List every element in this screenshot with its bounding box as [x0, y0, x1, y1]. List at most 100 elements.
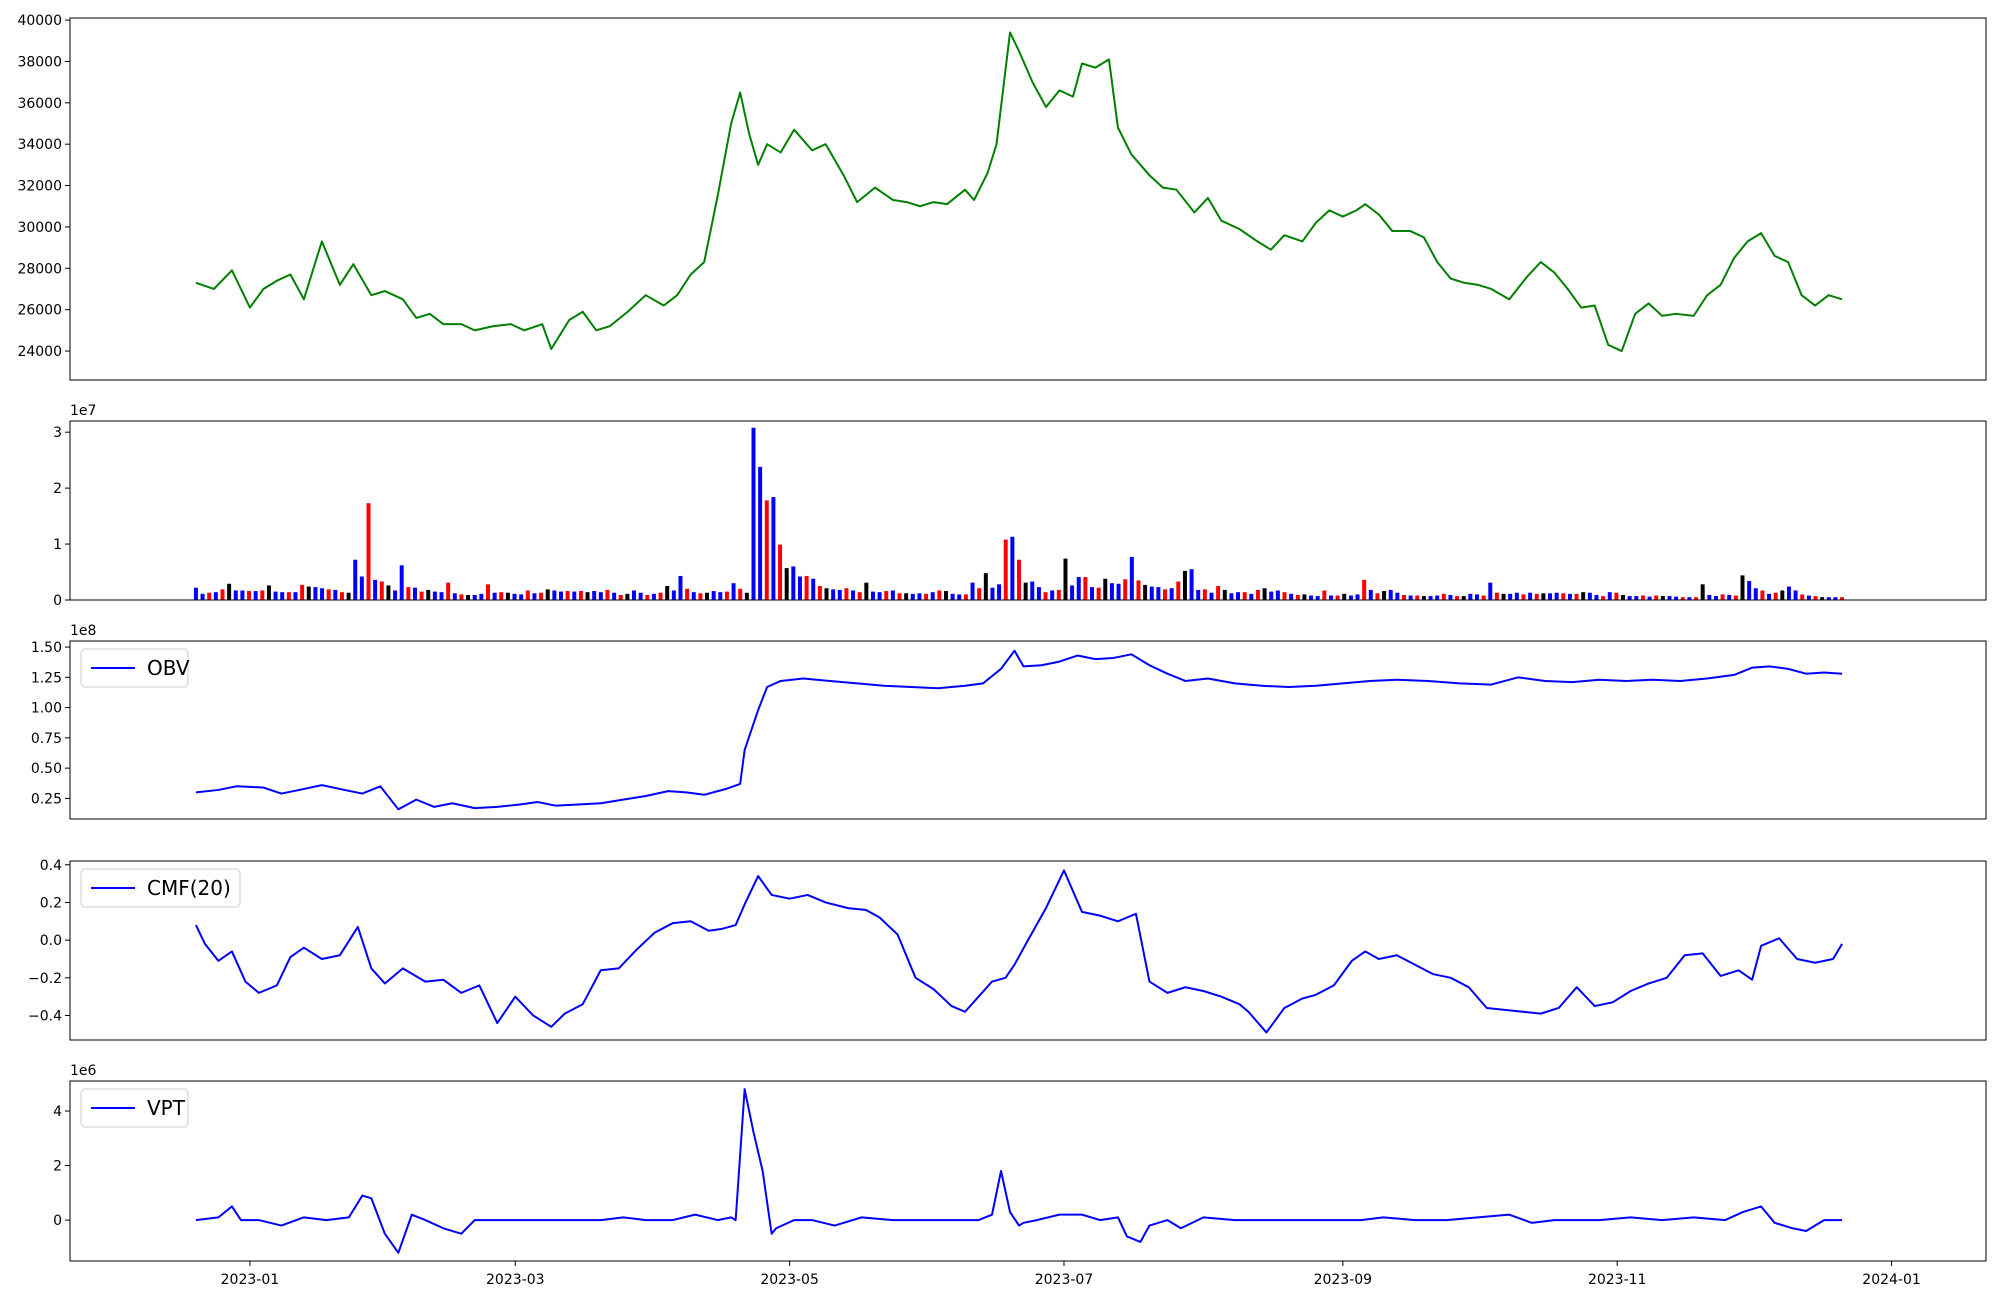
- volume-bar: [1136, 580, 1141, 600]
- volume-bar: [917, 593, 922, 600]
- volume-bar: [386, 585, 391, 600]
- volume-bar: [651, 593, 656, 600]
- volume-bar: [1475, 594, 1479, 600]
- volume-bar: [851, 590, 856, 600]
- volume-bar: [890, 590, 895, 600]
- x-tick-label: 2023-05: [760, 1272, 819, 1288]
- volume-bar: [446, 582, 451, 600]
- volume-bar: [1255, 589, 1260, 600]
- volume-bar: [1680, 597, 1685, 600]
- volume-bar: [1707, 594, 1712, 600]
- volume-bar: [353, 559, 358, 600]
- volume-bar: [247, 591, 252, 600]
- y-tick-label: 24000: [17, 344, 62, 360]
- volume-bar: [1647, 596, 1652, 600]
- volume-bar: [963, 594, 968, 600]
- volume-bar: [432, 591, 437, 600]
- volume-bar: [479, 593, 484, 600]
- volume-bar: [293, 592, 298, 600]
- volume-bar: [738, 588, 743, 600]
- volume-bar: [1368, 589, 1373, 600]
- volume-bar: [877, 592, 882, 600]
- volume-bar: [1056, 589, 1061, 600]
- volume-bar: [1627, 596, 1632, 600]
- volume-bar: [227, 583, 232, 600]
- volume-bar: [1123, 579, 1128, 600]
- panel-2: 0 1 2 3 1e7: [53, 403, 1987, 609]
- volume-bar: [1720, 594, 1725, 600]
- volume-bar: [1435, 595, 1440, 600]
- y-tick-label: 1.00: [31, 701, 62, 717]
- y-tick-label: 32000: [17, 179, 62, 195]
- volume-bar: [1375, 593, 1380, 600]
- volume-bar: [1103, 578, 1108, 600]
- volume-bar: [379, 581, 384, 600]
- volume-bar: [1182, 570, 1187, 600]
- volume-bar: [1793, 590, 1798, 600]
- volume-bar: [1727, 594, 1732, 600]
- volume-bar: [1315, 596, 1320, 600]
- volume-bar: [366, 503, 371, 600]
- volume-bar: [1541, 593, 1546, 600]
- volume-bar: [671, 590, 676, 600]
- volume-bar: [313, 587, 318, 600]
- volume-bar: [539, 592, 544, 600]
- volume-bar: [1003, 539, 1008, 600]
- volume-bar: [333, 589, 338, 600]
- volume-bar: [220, 589, 225, 600]
- volume-bar: [1216, 586, 1221, 600]
- volume-bar: [665, 586, 670, 600]
- volume-bar: [1076, 577, 1081, 600]
- volume-bar: [1428, 596, 1433, 600]
- volume-bar: [1388, 589, 1393, 600]
- volume-bar: [1415, 595, 1420, 600]
- y-tick-label: 26000: [17, 303, 62, 319]
- volume-bar: [1640, 595, 1645, 600]
- volume-bar: [512, 593, 517, 600]
- volume-bar: [1402, 594, 1406, 600]
- volume-bar: [625, 593, 630, 600]
- y-tick-label: 1.25: [31, 670, 62, 686]
- volume-bar: [744, 592, 749, 600]
- volume-bar: [711, 591, 716, 600]
- volume-bar: [1581, 592, 1586, 600]
- volume-bar: [797, 576, 802, 600]
- volume-bar: [1275, 590, 1280, 600]
- axes-frame: [69, 860, 1987, 1041]
- volume-bar: [207, 592, 212, 600]
- volume-bar: [1169, 588, 1174, 600]
- volume-bar: [1149, 586, 1154, 600]
- volume-bar: [459, 594, 464, 600]
- volume-bar: [950, 593, 955, 600]
- volume-bar: [970, 582, 975, 600]
- volume-bar: [1806, 595, 1811, 600]
- volume-bar: [811, 578, 816, 600]
- volume-bar: [1189, 569, 1194, 600]
- volume-bar: [930, 592, 935, 600]
- y-tick-label: 4: [53, 1104, 62, 1120]
- volume-bar: [990, 587, 995, 600]
- volume-bar: [1534, 593, 1539, 600]
- volume-bar: [1335, 595, 1340, 600]
- x-tick-label: 2023-01: [221, 1272, 280, 1288]
- volume-bar: [678, 575, 683, 600]
- volume-bar: [1494, 592, 1499, 600]
- volume-bar: [525, 590, 530, 600]
- volume-bar: [359, 576, 364, 600]
- legend: OBV: [80, 648, 190, 688]
- volume-bar: [1634, 596, 1639, 600]
- volume-bar: [1362, 579, 1367, 600]
- volume-bar: [559, 591, 563, 600]
- volume-bar: [638, 592, 643, 600]
- volume-bar: [1514, 592, 1519, 600]
- volume-bar: [300, 584, 305, 600]
- volume-bar: [1674, 596, 1679, 600]
- volume-bar: [1740, 575, 1745, 600]
- volume-bar: [519, 594, 524, 600]
- volume-bar: [857, 592, 862, 600]
- volume-bar: [499, 592, 504, 600]
- axes-frame: [69, 420, 1987, 601]
- volume-bar: [897, 593, 902, 600]
- volume-bar: [1070, 585, 1075, 600]
- volume-bar: [1355, 594, 1360, 600]
